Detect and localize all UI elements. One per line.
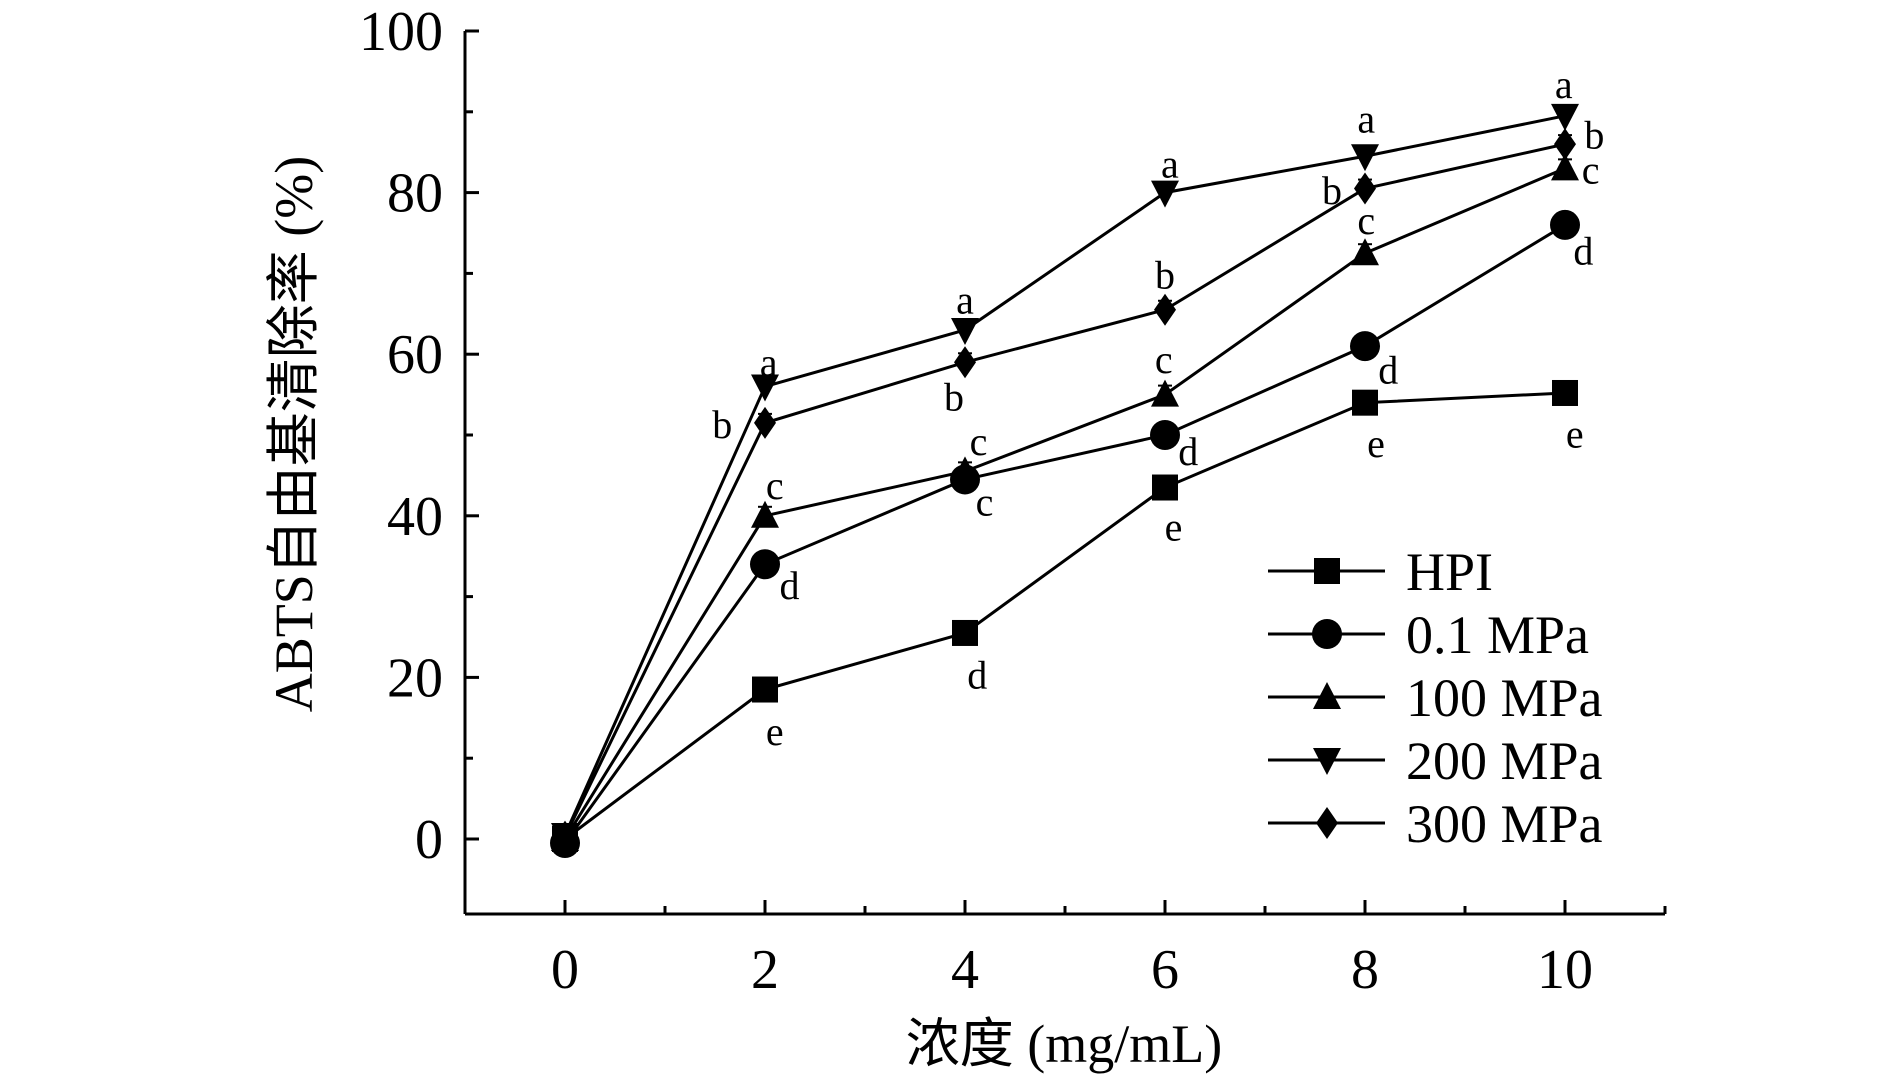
significance-letter: b xyxy=(1584,112,1604,157)
x-axis-title: 浓度 (mg/mL) xyxy=(906,1014,1222,1074)
y-tick-label: 20 xyxy=(387,647,443,709)
y-tick-label: 40 xyxy=(387,486,443,548)
significance-letter: a xyxy=(956,277,974,322)
data-point xyxy=(752,676,778,703)
data-point xyxy=(1151,180,1179,208)
data-point xyxy=(554,820,576,853)
legend-label: 200 MPa xyxy=(1406,731,1603,791)
data-point xyxy=(751,500,779,528)
legend-marker xyxy=(1314,558,1340,584)
data-point xyxy=(1551,103,1579,131)
legend-label: 100 MPa xyxy=(1406,668,1603,728)
significance-letter: a xyxy=(1161,141,1179,186)
series-line xyxy=(563,166,1566,840)
legend-marker xyxy=(1312,619,1342,649)
significance-letter: d xyxy=(1378,347,1398,392)
significance-letter: c xyxy=(1582,148,1600,193)
axes: 0 20 40 60 80 100 0 2 4 6 8 10 xyxy=(359,1,1667,1001)
significance-letter: b xyxy=(1322,168,1342,213)
legend-marker xyxy=(1316,807,1338,839)
significance-letter: e xyxy=(766,709,784,754)
significance-letter: c xyxy=(1357,198,1375,243)
data-point xyxy=(1350,331,1380,362)
significance-letter: a xyxy=(760,340,778,385)
y-tick-label: 60 xyxy=(387,324,443,386)
significance-letter: b xyxy=(944,375,964,420)
x-tick-label: 2 xyxy=(751,939,779,1001)
data-point xyxy=(1354,172,1376,205)
data-point xyxy=(951,317,979,345)
legend-label: 0.1 MPa xyxy=(1406,605,1589,665)
series-line xyxy=(563,223,1566,844)
significance-letter: d xyxy=(967,653,987,698)
data-point xyxy=(1554,128,1576,161)
data-point xyxy=(951,456,979,484)
significance-letter: e xyxy=(1566,411,1584,456)
x-tick-label: 0 xyxy=(551,939,579,1001)
x-tick-label: 8 xyxy=(1351,939,1379,1001)
series-line xyxy=(563,114,1566,836)
legend-marker xyxy=(1313,682,1341,709)
data-point xyxy=(1351,144,1379,172)
data-point xyxy=(1552,379,1578,406)
data-point xyxy=(1152,474,1178,501)
significance-letter: a xyxy=(1555,62,1573,107)
significance-letter: c xyxy=(970,419,988,464)
series-200-mpa: a a a a a xyxy=(551,62,1579,850)
x-tick-label: 10 xyxy=(1537,939,1593,1001)
data-point xyxy=(1351,238,1379,266)
x-tick-label: 4 xyxy=(951,939,979,1001)
legend-label: HPI xyxy=(1406,542,1493,602)
data-point xyxy=(751,374,779,402)
significance-letter: d xyxy=(1178,429,1198,474)
y-tick-label: 80 xyxy=(387,163,443,225)
legend-label: 300 MPa xyxy=(1406,794,1603,854)
y-tick-label: 100 xyxy=(359,1,443,63)
significance-letter: d xyxy=(1573,229,1593,274)
data-point xyxy=(952,619,978,646)
significance-letter: c xyxy=(766,463,784,508)
y-axis-title: ABTS自由基清除率 (%) xyxy=(264,156,324,712)
series-line xyxy=(563,142,1566,838)
series-300-mpa: b b b b b xyxy=(554,112,1604,853)
significance-letter: d xyxy=(779,563,799,608)
data-point xyxy=(954,346,976,379)
significance-letter: e xyxy=(1367,421,1385,466)
data-point xyxy=(754,406,776,439)
data-point xyxy=(1154,293,1176,326)
data-point xyxy=(750,549,780,580)
significance-letter: c xyxy=(1155,337,1173,382)
x-tick-label: 6 xyxy=(1151,939,1179,1001)
legend-marker xyxy=(1313,748,1341,775)
significance-letter: b xyxy=(1155,252,1175,297)
data-point xyxy=(1551,153,1579,181)
data-point xyxy=(1352,389,1378,416)
significance-letter: e xyxy=(1165,505,1183,550)
data-point xyxy=(1151,379,1179,407)
y-tick-label: 0 xyxy=(415,809,443,871)
significance-letter: b xyxy=(712,402,732,447)
series-line xyxy=(564,391,1566,841)
data-point xyxy=(1550,209,1580,240)
significance-letter: a xyxy=(1357,96,1375,141)
data-point xyxy=(1150,420,1180,450)
significance-letter: c xyxy=(976,479,994,524)
